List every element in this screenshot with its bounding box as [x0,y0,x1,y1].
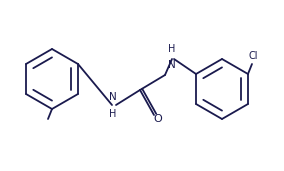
Text: Cl: Cl [248,51,258,61]
Text: N: N [168,60,176,70]
Text: H: H [109,109,117,119]
Text: N: N [109,92,117,102]
Text: O: O [154,114,162,124]
Text: H: H [168,44,176,54]
